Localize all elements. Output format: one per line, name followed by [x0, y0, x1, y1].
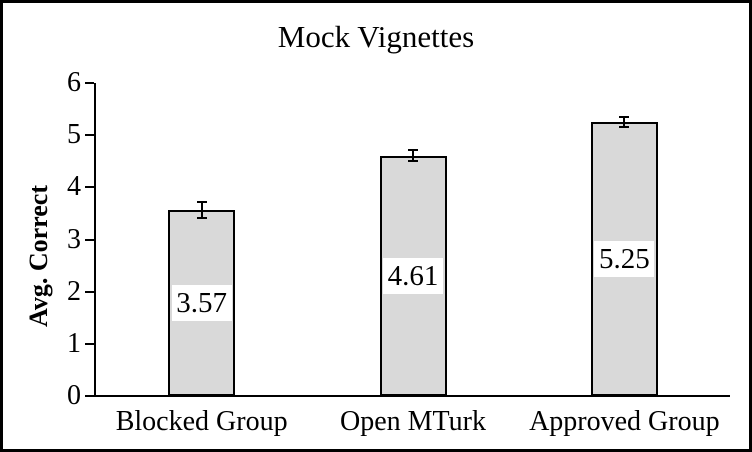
plot-area: 0 1 2 3 4 5 6 3.57 Blocked Group 4.61 Open MTurk 5.…	[3, 3, 749, 449]
y-tick-mark	[85, 395, 94, 397]
y-tick-mark	[85, 82, 94, 84]
error-bar-line	[412, 150, 414, 161]
y-tick-label: 0	[67, 380, 81, 411]
y-tick-label: 4	[67, 171, 81, 203]
error-bar-bottom-cap	[408, 159, 418, 162]
y-tick-label: 3	[67, 223, 81, 255]
bar-value-label: 5.25	[594, 241, 655, 278]
y-tick-label: 1	[67, 327, 81, 359]
error-bar-top-cap	[619, 116, 630, 119]
x-axis-line	[94, 395, 730, 397]
y-tick-mark	[85, 186, 94, 189]
error-bar-bottom-cap	[196, 216, 207, 219]
error-bar-line	[623, 117, 626, 127]
error-bar-top-cap	[196, 200, 207, 203]
error-bar-line	[200, 201, 203, 218]
bar-value-label: 3.57	[171, 284, 232, 321]
y-tick-label: 6	[67, 67, 81, 98]
error-bar-top-cap	[408, 149, 418, 152]
y-axis-line	[94, 83, 96, 397]
y-tick-mark	[85, 238, 94, 241]
y-tick-mark	[85, 342, 94, 345]
x-category-label: Blocked Group	[115, 406, 288, 437]
y-tick-label: 5	[67, 119, 81, 151]
x-category-label: Open MTurk	[340, 406, 486, 437]
bar-value-label: 4.61	[383, 257, 443, 294]
y-tick-mark	[85, 290, 94, 293]
x-category-label: Approved Group	[529, 406, 720, 437]
chart-title: Mock Vignettes	[277, 19, 475, 54]
error-bar-bottom-cap	[619, 125, 630, 128]
y-tick-label: 2	[67, 275, 81, 307]
y-tick-mark	[85, 134, 94, 137]
